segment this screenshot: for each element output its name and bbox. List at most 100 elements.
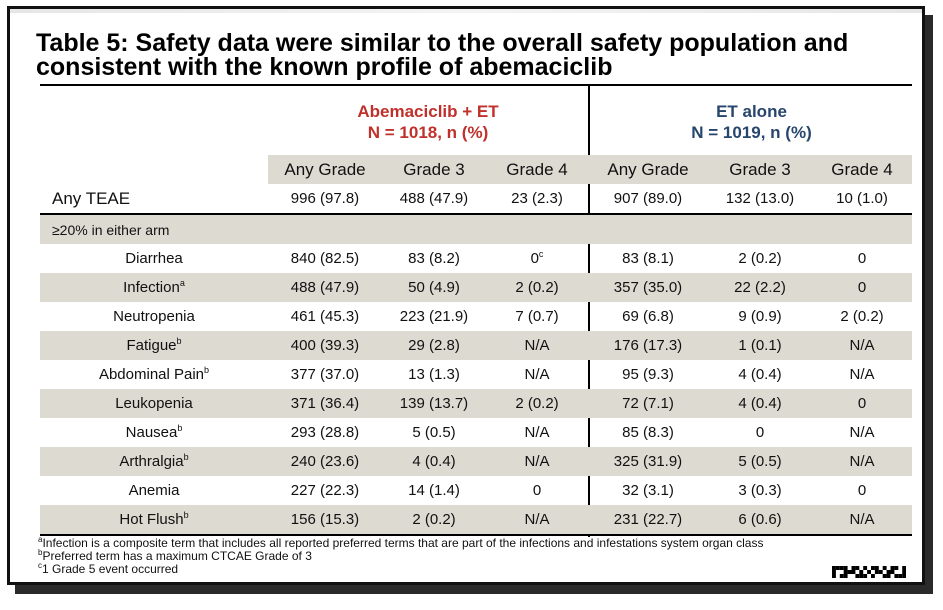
section-row: ≥20% in either arm: [40, 214, 912, 244]
footnote-mark: c: [538, 249, 544, 259]
table-cell: N/A: [812, 447, 912, 476]
table-cell: 23 (2.3): [486, 184, 588, 215]
table-cell: N/A: [812, 331, 912, 360]
slide: Table 5: Safety data were similar to the…: [7, 6, 925, 585]
table-cell: 996 (97.8): [268, 184, 382, 215]
table-cell: 13 (1.3): [408, 366, 460, 383]
table-row: Hot Flushb 156 (15.3) 2 (0.2) N/A 231 (22.7)…: [40, 505, 912, 536]
table-cell: 0: [857, 482, 867, 499]
table-cell: 2 (0.2): [486, 389, 588, 418]
table-cell: 2 (0.2): [738, 250, 782, 267]
table-cell: 400 (39.3): [268, 331, 382, 360]
group-n-et-alone: N = 1019, n (%): [691, 123, 812, 142]
table-cell: 0: [857, 250, 867, 267]
table-cell: N/A: [524, 424, 550, 441]
group-header-abemaciclib: Abemaciclib + ET N = 1018, n (%): [268, 101, 588, 143]
table-row: Nauseab 293 (28.8) 5 (0.5) N/A 85 (8.3) 0 N/A: [40, 418, 912, 447]
table-cell: 85 (8.3): [622, 424, 674, 441]
table-cell: 4 (0.4): [738, 366, 782, 383]
table-cell: 176 (17.3): [588, 331, 708, 360]
page-title: Table 5: Safety data were similar to the…: [36, 29, 849, 81]
row-label: Fatigueb: [40, 331, 268, 360]
table-cell: 357 (35.0): [588, 273, 708, 302]
footnote: c1 Grade 5 event occurred: [38, 562, 908, 576]
column-header: Any Grade: [268, 155, 382, 184]
table-cell: N/A: [849, 424, 875, 441]
footnote-mark: b: [183, 510, 189, 520]
table-cell: 9 (0.9): [738, 308, 782, 325]
row-label: Hot Flushb: [40, 505, 268, 536]
table-cell: N/A: [486, 505, 588, 536]
group-header-et-alone: ET alone N = 1019, n (%): [591, 101, 912, 143]
group-name-abemaciclib: Abemaciclib + ET: [357, 102, 499, 121]
column-header: Grade 4: [486, 155, 588, 184]
table-cell: 2 (0.2): [486, 273, 588, 302]
top-band: [10, 9, 922, 13]
table-cell: 293 (28.8): [290, 424, 360, 441]
table-cell: 5 (0.5): [708, 447, 812, 476]
table-cell: 29 (2.8): [382, 331, 486, 360]
table-cell: 0c: [530, 249, 544, 268]
row-label: Any TEAE: [40, 184, 268, 215]
table-cell: 83 (8.2): [408, 250, 460, 267]
column-header-row: Any Grade Grade 3 Grade 4 Any Grade Grad…: [40, 155, 912, 184]
table-cell: 488 (47.9): [268, 273, 382, 302]
table-cell: 227 (22.3): [290, 482, 360, 499]
table-row: Diarrhea 840 (82.5) 83 (8.2) 0c 83 (8.1) 2 (0…: [40, 244, 912, 273]
row-label: Infectiona: [40, 273, 268, 302]
table-cell: 2 (0.2): [382, 505, 486, 536]
corner-cell: [40, 155, 268, 184]
footnote: aInfection is a composite term that incl…: [38, 535, 908, 550]
table-cell: 6 (0.6): [708, 505, 812, 536]
section-label: ≥20% in either arm: [40, 214, 268, 244]
footnote-mark: b: [38, 548, 43, 557]
footnotes: aInfection is a composite term that incl…: [38, 535, 908, 576]
footnote-mark: a: [38, 535, 43, 544]
table-cell: 22 (2.2): [708, 273, 812, 302]
table-cell: 231 (22.7): [588, 505, 708, 536]
table-row: Infectiona 488 (47.9) 50 (4.9) 2 (0.2) 357 (…: [40, 273, 912, 302]
table-cell: 32 (3.1): [622, 482, 674, 499]
table-row: Arthralgiab 240 (23.6) 4 (0.4) N/A 325 (31.9…: [40, 447, 912, 476]
group-name-et-alone: ET alone: [716, 102, 787, 121]
footnote-mark: b: [204, 365, 210, 375]
table-cell: 2 (0.2): [840, 308, 884, 325]
column-header: Grade 4: [812, 155, 912, 184]
table-cell: 0: [532, 482, 542, 499]
column-header: Any Grade: [588, 155, 708, 184]
table-row: Neutropenia 461 (45.3) 223 (21.9) 7 (0.7) 69…: [40, 302, 912, 331]
table-cell: 371 (36.4): [268, 389, 382, 418]
title-divider: [40, 84, 912, 86]
row-label: Anemia: [128, 482, 180, 499]
table-row: Anemia 227 (22.3) 14 (1.4) 0 32 (3.1) 3 (0.3)…: [40, 476, 912, 505]
table-cell: 0: [812, 273, 912, 302]
table-cell: 4 (0.4): [382, 447, 486, 476]
table-cell: 50 (4.9): [382, 273, 486, 302]
table-cell: 488 (47.9): [382, 184, 486, 215]
arm-divider: [588, 85, 590, 537]
table-cell: 156 (15.3): [268, 505, 382, 536]
table-row: Fatigueb 400 (39.3) 29 (2.8) N/A 176 (17.3) 1…: [40, 331, 912, 360]
row-label: Arthralgiab: [40, 447, 268, 476]
table-cell: 69 (6.8): [622, 308, 674, 325]
any-teae-row: Any TEAE 996 (97.8) 488 (47.9) 23 (2.3) …: [40, 184, 912, 215]
table-cell: 840 (82.5): [290, 250, 360, 267]
row-label: Leukopenia: [40, 389, 268, 418]
table-cell: 907 (89.0): [588, 184, 708, 215]
table-cell: 10 (1.0): [812, 184, 912, 215]
table-cell: 0: [755, 424, 765, 441]
column-header: Grade 3: [382, 155, 486, 184]
footnote-text: 1 Grade 5 event occurred: [42, 562, 179, 576]
row-label: Diarrhea: [125, 250, 183, 267]
table-cell: 132 (13.0): [708, 184, 812, 215]
table-cell: 377 (37.0): [290, 366, 360, 383]
table-cell: 83 (8.1): [622, 250, 674, 267]
table-cell: 3 (0.3): [738, 482, 782, 499]
table-cell: N/A: [849, 366, 875, 383]
row-label: Neutropenia: [113, 308, 195, 325]
table-cell: 7 (0.7): [515, 308, 559, 325]
table-cell: 325 (31.9): [588, 447, 708, 476]
table-cell: 1 (0.1): [708, 331, 812, 360]
table-cell: 4 (0.4): [708, 389, 812, 418]
row-label: Nauseab: [125, 423, 183, 442]
